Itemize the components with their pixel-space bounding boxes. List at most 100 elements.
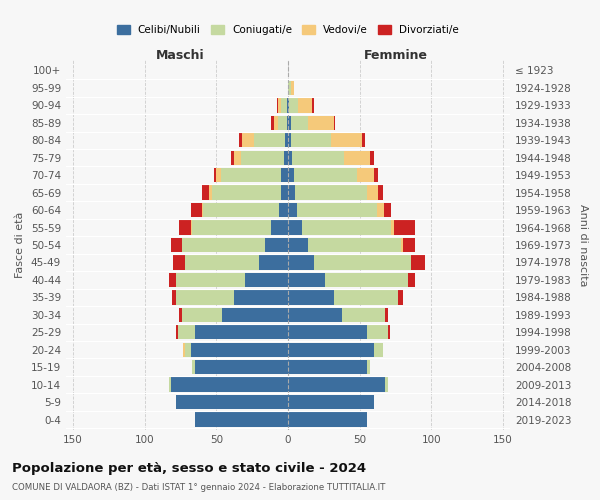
Bar: [222, 308, 288, 322]
Bar: [288, 290, 334, 304]
Bar: [295, 186, 367, 200]
Bar: [245, 273, 288, 287]
Bar: [172, 290, 176, 304]
Bar: [288, 81, 291, 95]
Bar: [394, 220, 415, 234]
Bar: [292, 150, 344, 165]
Bar: [291, 133, 331, 148]
Bar: [214, 168, 217, 182]
Bar: [176, 325, 178, 340]
Bar: [281, 168, 288, 182]
Bar: [370, 150, 374, 165]
Bar: [173, 256, 185, 270]
Bar: [203, 203, 280, 217]
Bar: [281, 186, 288, 200]
Bar: [271, 220, 288, 234]
Bar: [288, 203, 296, 217]
Bar: [288, 395, 374, 409]
Bar: [169, 273, 176, 287]
Y-axis label: Fasce di età: Fasce di età: [16, 212, 25, 278]
Bar: [409, 273, 415, 287]
Bar: [274, 116, 278, 130]
Bar: [289, 98, 298, 112]
Bar: [176, 290, 233, 304]
Text: Femmine: Femmine: [364, 48, 427, 62]
Bar: [385, 378, 388, 392]
Bar: [291, 116, 308, 130]
Bar: [288, 98, 289, 112]
Bar: [277, 98, 278, 112]
Bar: [313, 98, 314, 112]
Bar: [314, 256, 411, 270]
Bar: [385, 308, 388, 322]
Bar: [221, 168, 281, 182]
Bar: [239, 133, 242, 148]
Bar: [288, 308, 343, 322]
Bar: [343, 308, 385, 322]
Bar: [170, 378, 288, 392]
Bar: [288, 273, 325, 287]
Bar: [278, 98, 281, 112]
Bar: [212, 186, 281, 200]
Bar: [254, 133, 285, 148]
Bar: [233, 290, 288, 304]
Text: Maschi: Maschi: [156, 48, 205, 62]
Legend: Celibi/Nubili, Coniugati/e, Vedovi/e, Divorziati/e: Celibi/Nubili, Coniugati/e, Vedovi/e, Di…: [113, 21, 463, 40]
Bar: [302, 220, 391, 234]
Bar: [176, 273, 245, 287]
Bar: [259, 256, 288, 270]
Bar: [384, 203, 391, 217]
Bar: [281, 98, 287, 112]
Bar: [374, 168, 378, 182]
Bar: [288, 412, 367, 426]
Bar: [287, 116, 288, 130]
Bar: [192, 220, 271, 234]
Bar: [288, 186, 295, 200]
Bar: [178, 325, 195, 340]
Bar: [288, 116, 291, 130]
Bar: [362, 133, 365, 148]
Bar: [334, 116, 335, 130]
Bar: [284, 150, 288, 165]
Bar: [288, 256, 314, 270]
Bar: [280, 203, 288, 217]
Bar: [288, 360, 367, 374]
Bar: [288, 150, 292, 165]
Bar: [388, 325, 389, 340]
Bar: [403, 238, 415, 252]
Bar: [185, 342, 191, 357]
Bar: [271, 116, 274, 130]
Bar: [367, 360, 370, 374]
Bar: [195, 325, 288, 340]
Bar: [367, 186, 378, 200]
Bar: [231, 150, 233, 165]
Bar: [202, 186, 209, 200]
Bar: [202, 203, 203, 217]
Bar: [288, 238, 308, 252]
Bar: [357, 168, 374, 182]
Bar: [377, 203, 384, 217]
Bar: [308, 238, 401, 252]
Bar: [288, 378, 385, 392]
Bar: [344, 150, 370, 165]
Bar: [184, 342, 185, 357]
Bar: [391, 220, 394, 234]
Bar: [325, 273, 409, 287]
Bar: [209, 186, 212, 200]
Bar: [398, 290, 403, 304]
Bar: [169, 378, 170, 392]
Bar: [192, 360, 195, 374]
Bar: [288, 220, 302, 234]
Bar: [195, 360, 288, 374]
Bar: [191, 342, 288, 357]
Bar: [285, 133, 288, 148]
Bar: [287, 98, 288, 112]
Bar: [367, 325, 388, 340]
Bar: [241, 150, 284, 165]
Bar: [191, 203, 202, 217]
Bar: [176, 395, 288, 409]
Bar: [185, 256, 259, 270]
Bar: [374, 342, 383, 357]
Bar: [182, 238, 265, 252]
Bar: [278, 116, 287, 130]
